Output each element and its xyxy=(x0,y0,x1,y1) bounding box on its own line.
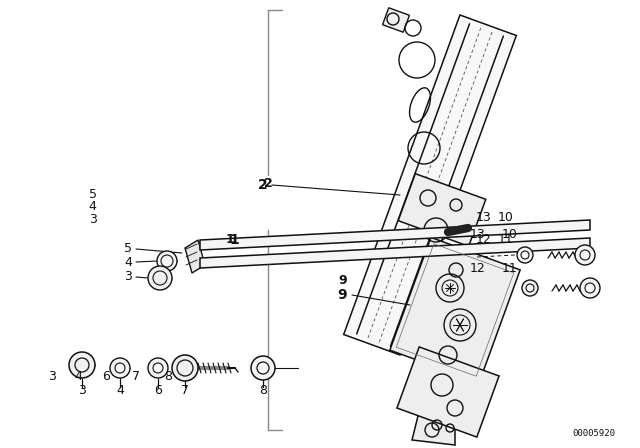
Polygon shape xyxy=(200,238,590,268)
Text: 2: 2 xyxy=(259,178,268,192)
Polygon shape xyxy=(397,347,499,437)
Polygon shape xyxy=(383,8,410,32)
Text: 13: 13 xyxy=(470,228,486,241)
Text: 9: 9 xyxy=(337,288,347,302)
Text: 4: 4 xyxy=(74,370,82,383)
Ellipse shape xyxy=(148,266,172,290)
Text: 8: 8 xyxy=(164,370,172,383)
Text: 7: 7 xyxy=(132,370,140,383)
Ellipse shape xyxy=(69,352,95,378)
Text: 12: 12 xyxy=(476,233,491,246)
Text: 1: 1 xyxy=(229,233,239,247)
Text: 4: 4 xyxy=(89,200,97,214)
Ellipse shape xyxy=(517,247,533,263)
Polygon shape xyxy=(344,15,516,355)
Text: 9: 9 xyxy=(338,273,347,287)
Text: 8: 8 xyxy=(259,383,267,396)
Polygon shape xyxy=(398,174,486,246)
Ellipse shape xyxy=(575,245,595,265)
Text: 4: 4 xyxy=(116,383,124,396)
Text: 2: 2 xyxy=(264,177,273,190)
Text: 3: 3 xyxy=(78,383,86,396)
Ellipse shape xyxy=(148,358,168,378)
Text: 5: 5 xyxy=(124,242,132,255)
Ellipse shape xyxy=(157,251,177,271)
Text: 3: 3 xyxy=(124,271,132,284)
Text: 12: 12 xyxy=(470,262,486,275)
Text: 7: 7 xyxy=(181,383,189,396)
Text: 10: 10 xyxy=(498,211,513,224)
Text: 11: 11 xyxy=(502,262,518,275)
Text: 6: 6 xyxy=(154,383,162,396)
Ellipse shape xyxy=(580,278,600,298)
Text: 10: 10 xyxy=(502,228,518,241)
Ellipse shape xyxy=(522,280,538,296)
Text: 5: 5 xyxy=(89,188,97,202)
Polygon shape xyxy=(200,220,590,250)
Polygon shape xyxy=(185,240,205,273)
Text: 6: 6 xyxy=(102,370,110,383)
Text: 1: 1 xyxy=(226,233,235,246)
Text: 3: 3 xyxy=(49,370,56,383)
Text: 4: 4 xyxy=(124,255,132,268)
Text: 11: 11 xyxy=(498,233,513,246)
Ellipse shape xyxy=(110,358,130,378)
Text: 13: 13 xyxy=(476,211,491,224)
Ellipse shape xyxy=(251,356,275,380)
Polygon shape xyxy=(390,237,520,383)
Ellipse shape xyxy=(172,355,198,381)
Text: 00005920: 00005920 xyxy=(572,429,615,438)
Text: 3: 3 xyxy=(89,213,97,226)
Polygon shape xyxy=(412,408,455,445)
